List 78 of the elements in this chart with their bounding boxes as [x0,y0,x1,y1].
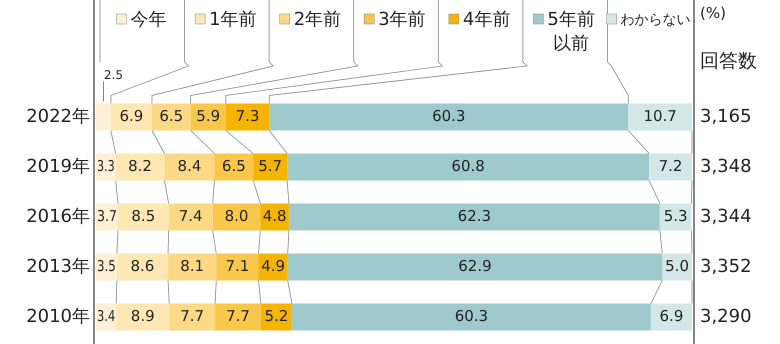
legend-label: 4年前 [462,8,510,30]
data-label: 4.9 [261,257,286,276]
data-label: 60.3 [454,307,488,326]
bar [212,204,260,230]
legend-label: 2年前 [294,8,342,30]
data-label: 10.7 [643,107,677,126]
bar [292,304,651,330]
data-label: 7.7 [180,307,204,326]
bar [116,304,170,330]
data-label: 3.3 [97,157,121,176]
text: 回答数 [700,50,757,72]
data-label: 2.5 [104,68,123,82]
data-label: 3.5 [97,257,121,276]
bar [164,154,214,180]
bar [287,154,650,180]
data-label: 7.7 [226,307,250,326]
data-label: 8.6 [130,257,154,276]
bar [253,154,288,180]
data-label: 7.3 [236,107,260,126]
data-label: 5.9 [196,107,220,126]
legend-label: 1年前 [209,8,257,30]
data-label: 7.2 [658,157,682,176]
bar [190,104,226,130]
data-label: 8.4 [178,157,202,176]
bar [168,204,213,230]
text: (%) [700,4,726,22]
data-label: 60.3 [432,107,466,126]
bar [96,104,111,130]
data-label: 7.1 [225,257,250,276]
bar [116,154,164,180]
data-label: 62.9 [458,257,492,276]
data-label: 3.7 [97,207,121,226]
text: 3,348 [700,156,752,177]
data-label: 4.8 [262,207,287,226]
data-label: 8.1 [180,257,204,276]
text: 3,165 [700,106,752,127]
y-tick-label: 2019年 [26,156,90,177]
y-tick-label: 2022年 [26,106,90,127]
bar [288,254,662,280]
data-label: 5.0 [665,257,690,276]
legend-label: 3年前 [378,8,426,30]
data-label: 5.7 [258,157,282,176]
data-label: 5.3 [664,207,688,226]
data-label: 62.3 [458,207,492,226]
bar [226,104,270,130]
data-label: 7.4 [178,207,203,226]
data-label: 6.5 [159,107,184,126]
bar [215,304,261,330]
legend-label: 今年 [130,8,166,30]
bar [118,204,169,230]
legend-label: 5年前以前 [547,8,595,54]
data-label: 3.4 [97,307,121,326]
y-tick-label: 2013年 [26,256,90,277]
data-label: 8.5 [131,207,156,226]
text: 3,352 [700,256,752,277]
data-label: 8.9 [130,307,155,326]
data-label: 60.8 [451,157,485,176]
legend-label: わからない [620,12,691,28]
data-label: 6.5 [222,157,246,176]
bar [216,254,259,280]
text: 3,290 [700,306,752,327]
bar [288,204,660,230]
bar [169,304,216,330]
y-tick-label: 2010年 [26,306,90,327]
bar [269,104,628,130]
text: 3,344 [700,206,752,227]
bar [110,104,152,130]
bar [628,104,692,130]
data-label: 8.2 [128,157,152,176]
bar [116,254,168,280]
bar [650,304,692,330]
bar [168,254,216,280]
y-tick-label: 2016年 [26,206,90,227]
data-label: 5.2 [264,307,288,326]
data-label: 8.0 [224,207,248,226]
bar [649,154,692,180]
data-label: 6.9 [119,107,144,126]
data-label: 6.9 [660,307,684,326]
